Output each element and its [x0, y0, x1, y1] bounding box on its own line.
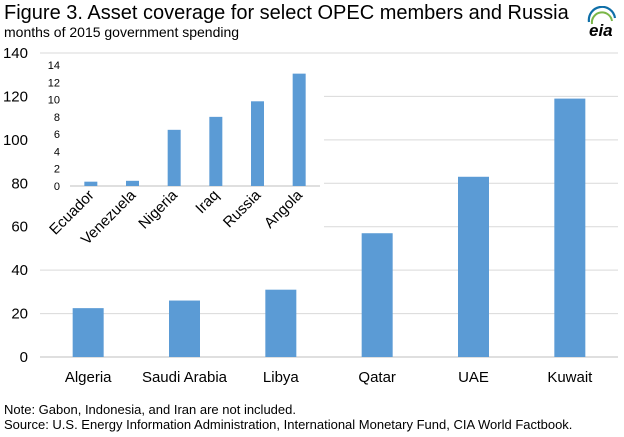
x-tick-label: Saudi Arabia: [142, 369, 228, 386]
inset-y-tick-label: 14: [48, 60, 60, 72]
x-tick-label: UAE: [458, 369, 489, 386]
inset-y-tick-label: 0: [54, 181, 60, 193]
bar-algeria: [72, 308, 104, 357]
inset-bar-venezuela: [126, 180, 139, 186]
bar-kuwait: [554, 98, 586, 357]
source-text: Source: U.S. Energy Information Administ…: [4, 417, 573, 432]
x-tick-label: Qatar: [358, 369, 396, 386]
inset-bar-russia: [251, 101, 264, 186]
note-text: Note: Gabon, Indonesia, and Iran are not…: [4, 402, 296, 417]
inset-bar-angola: [292, 73, 306, 186]
x-tick-label: Libya: [263, 369, 300, 386]
y-tick-label: 120: [3, 88, 28, 105]
y-tick-label: 60: [11, 219, 28, 236]
inset-y-tick-label: 10: [48, 95, 60, 107]
chart-title: Figure 3. Asset coverage for select OPEC…: [4, 2, 569, 24]
y-tick-label: 20: [11, 306, 28, 323]
inset-y-tick-label: 6: [54, 129, 60, 141]
y-tick-label: 40: [11, 262, 28, 279]
bar-qatar: [361, 233, 393, 357]
inset-y-tick-label: 4: [54, 146, 60, 158]
x-tick-label: Algeria: [65, 369, 112, 386]
inset-y-tick-label: 12: [48, 77, 60, 89]
inset-bar-nigeria: [167, 129, 181, 186]
eia-logo-icon: eia: [587, 6, 617, 38]
inset-y-tick-label: 8: [54, 112, 60, 124]
logo-text: eia: [589, 21, 613, 38]
bar-libya: [265, 289, 297, 357]
y-tick-label: 100: [3, 132, 28, 149]
x-tick-label: Kuwait: [547, 369, 593, 386]
inset-y-tick-label: 2: [54, 164, 60, 176]
y-tick-label: 140: [3, 45, 28, 62]
bar-uae: [458, 176, 489, 357]
bar-saudi-arabia: [169, 300, 200, 357]
y-tick-label: 0: [20, 349, 28, 366]
y-tick-label: 80: [11, 175, 28, 192]
chart-subtitle: months of 2015 government spending: [4, 24, 240, 40]
inset-bar-iraq: [209, 116, 223, 186]
notes: Note: Gabon, Indonesia, and Iran are not…: [4, 402, 572, 432]
inset-bar-ecuador: [84, 181, 98, 186]
